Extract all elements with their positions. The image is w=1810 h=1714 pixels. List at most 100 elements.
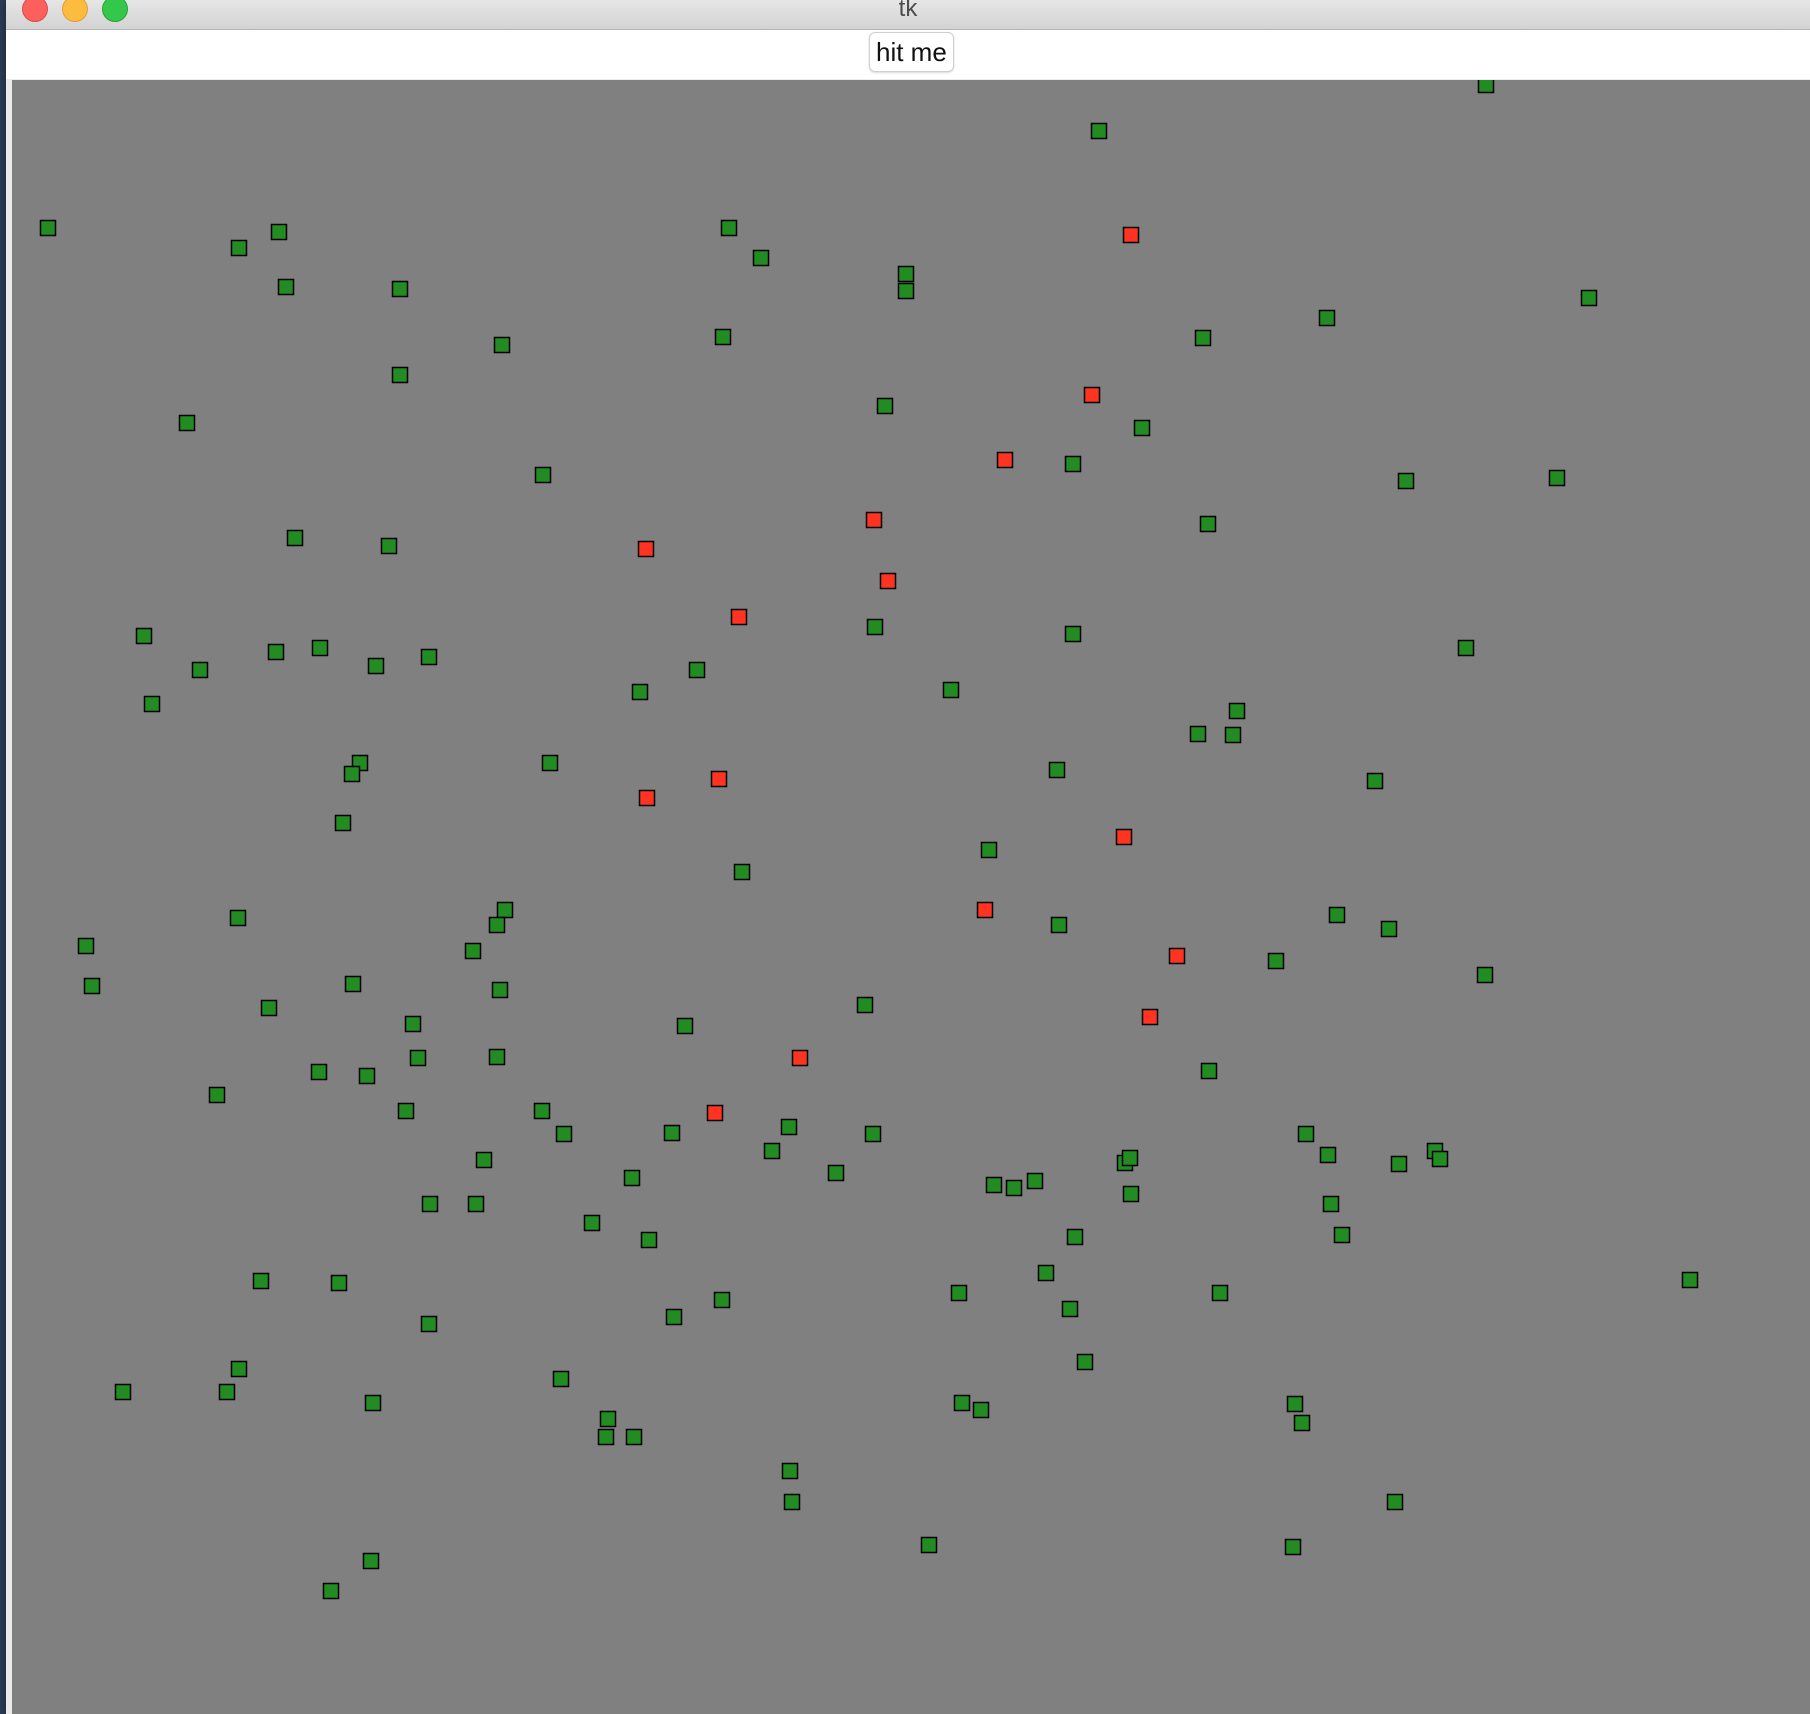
red-square — [706, 1104, 724, 1122]
green-square — [208, 1086, 226, 1104]
green-square — [286, 529, 304, 547]
green-square — [1199, 515, 1217, 533]
green-square — [488, 1048, 506, 1066]
green-square — [1390, 1155, 1408, 1173]
green-square — [39, 219, 57, 237]
green-square — [1286, 1395, 1304, 1413]
green-square — [1224, 726, 1242, 744]
green-square — [1580, 289, 1598, 307]
green-square — [631, 683, 649, 701]
green-square — [1366, 772, 1384, 790]
green-square — [1322, 1195, 1340, 1213]
green-square — [229, 909, 247, 927]
green-square — [420, 1315, 438, 1333]
green-square — [464, 942, 482, 960]
green-square — [533, 1102, 551, 1120]
red-square — [710, 770, 728, 788]
green-square — [1133, 419, 1151, 437]
green-square — [781, 1462, 799, 1480]
red-square — [865, 511, 883, 529]
green-square — [1386, 1493, 1404, 1511]
red-square — [1083, 386, 1101, 404]
green-square — [310, 1063, 328, 1081]
green-square — [1318, 309, 1336, 327]
green-square — [1064, 455, 1082, 473]
green-square — [475, 1151, 493, 1169]
green-square — [1333, 1226, 1351, 1244]
green-square — [252, 1272, 270, 1290]
green-square — [1189, 725, 1207, 743]
green-square — [876, 397, 894, 415]
green-square — [856, 996, 874, 1014]
green-square — [1061, 1300, 1079, 1318]
green-square — [270, 223, 288, 241]
green-square — [1076, 1353, 1094, 1371]
red-square — [637, 540, 655, 558]
green-square — [344, 975, 362, 993]
green-square — [1284, 1538, 1302, 1556]
green-square — [1457, 639, 1475, 657]
green-square — [1026, 1172, 1044, 1190]
green-square — [1228, 702, 1246, 720]
green-square — [409, 1049, 427, 1067]
green-square — [420, 648, 438, 666]
green-square — [1121, 1149, 1139, 1167]
close-window-button[interactable] — [22, 0, 48, 22]
green-square — [260, 999, 278, 1017]
window-title: tk — [898, 0, 918, 22]
green-square — [1005, 1179, 1023, 1197]
green-square — [783, 1493, 801, 1511]
green-square — [404, 1015, 422, 1033]
green-square — [1681, 1271, 1699, 1289]
green-square — [733, 863, 751, 881]
app-window: tk hit me — [6, 0, 1810, 1714]
green-square — [397, 1102, 415, 1120]
green-square — [1122, 1185, 1140, 1203]
green-square — [714, 328, 732, 346]
green-square — [640, 1231, 658, 1249]
hit-me-button[interactable]: hit me — [869, 32, 954, 72]
green-square — [866, 618, 884, 636]
green-square — [555, 1125, 573, 1143]
zoom-window-button[interactable] — [102, 0, 128, 22]
green-square — [1050, 916, 1068, 934]
red-square — [638, 789, 656, 807]
green-square — [950, 1284, 968, 1302]
green-square — [942, 681, 960, 699]
minimize-window-button[interactable] — [62, 0, 88, 22]
green-square — [311, 639, 329, 657]
game-canvas[interactable] — [12, 80, 1810, 1714]
green-square — [552, 1370, 570, 1388]
green-square — [488, 916, 506, 934]
green-square — [391, 280, 409, 298]
green-square — [1090, 122, 1108, 140]
green-square — [362, 1552, 380, 1570]
green-square — [623, 1169, 641, 1187]
square-field — [39, 80, 1699, 1600]
green-square — [334, 814, 352, 832]
green-square — [1066, 1228, 1084, 1246]
green-square — [467, 1195, 485, 1213]
green-square — [364, 1394, 382, 1412]
green-square — [625, 1428, 643, 1446]
red-square — [879, 572, 897, 590]
green-square — [496, 901, 514, 919]
green-square — [191, 661, 209, 679]
green-square — [953, 1394, 971, 1412]
green-square — [343, 765, 361, 783]
green-square — [493, 336, 511, 354]
red-square — [730, 608, 748, 626]
green-square — [713, 1291, 731, 1309]
green-square — [1297, 1125, 1315, 1143]
green-square — [367, 657, 385, 675]
green-square — [827, 1164, 845, 1182]
green-square — [230, 239, 248, 257]
green-square — [421, 1195, 439, 1213]
green-square — [985, 1176, 1003, 1194]
green-square — [897, 265, 915, 283]
green-square — [1200, 1062, 1218, 1080]
green-square — [599, 1410, 617, 1428]
green-square — [1211, 1284, 1229, 1302]
green-square — [1319, 1146, 1337, 1164]
green-square — [178, 414, 196, 432]
